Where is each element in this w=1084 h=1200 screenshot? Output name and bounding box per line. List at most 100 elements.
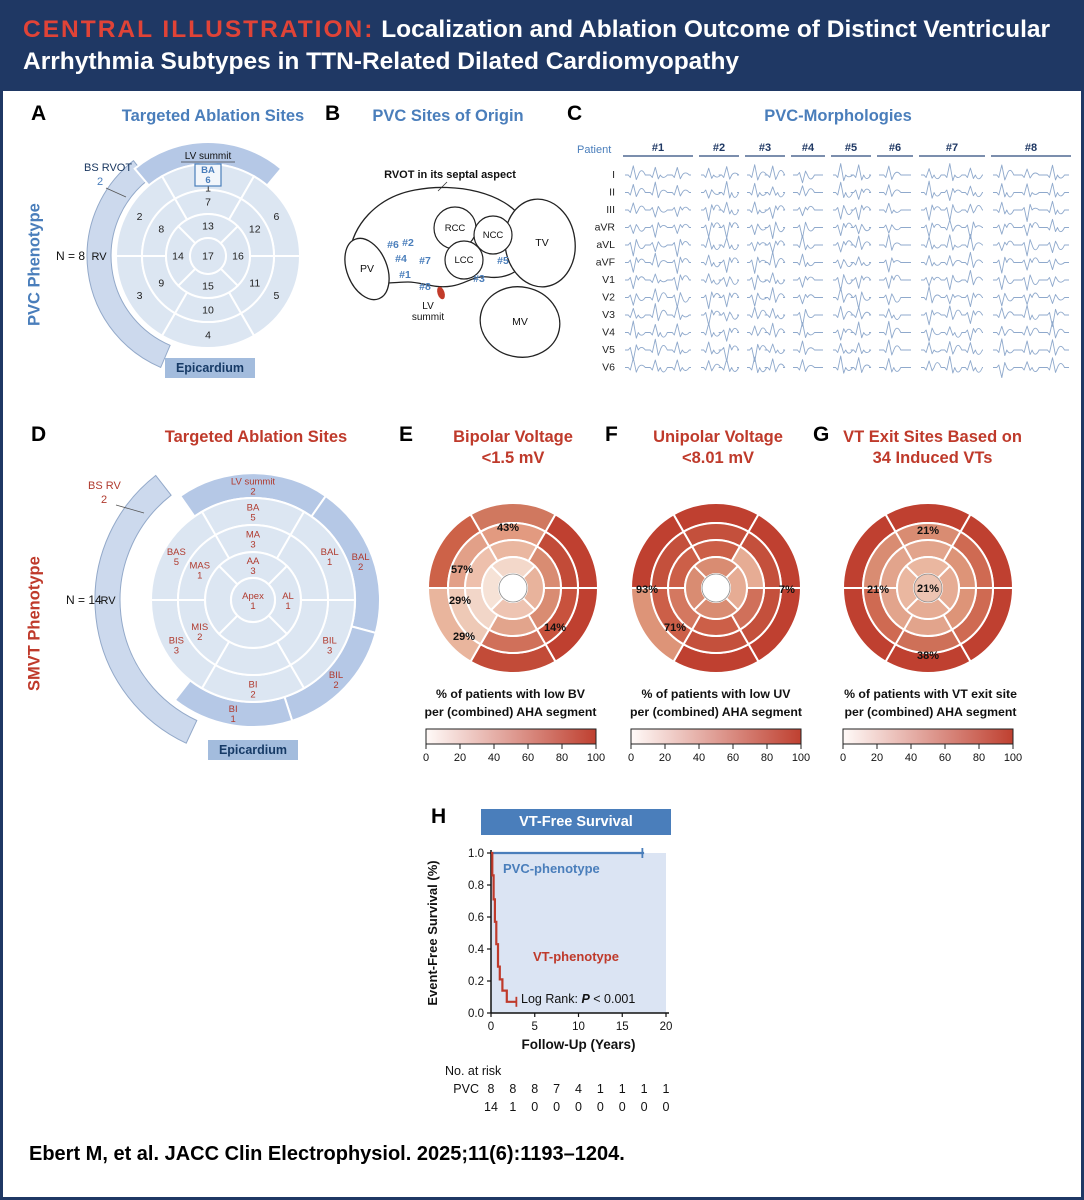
risk-value: 8	[509, 1082, 516, 1096]
panel-g-bullseye: 21% 21% 21% 38%	[841, 502, 1015, 674]
scale-tick-label: 20	[454, 752, 466, 764]
lead-label: V3	[602, 309, 615, 321]
ecg-trace	[747, 251, 786, 274]
segment-number: 4	[205, 330, 211, 342]
panel-e-title-line1: Bipolar Voltage	[453, 428, 573, 446]
y-tick-label: 0.6	[468, 912, 484, 924]
apex-center	[913, 573, 943, 603]
ecg-trace	[993, 321, 1069, 339]
n-label: N = 14	[66, 593, 102, 607]
panel-f-title: Unipolar Voltage <8.01 mV	[623, 427, 813, 470]
panel-d-epicardium-box: Epicardium	[208, 740, 298, 760]
ecg-trace	[879, 358, 911, 373]
panel-a-label: A	[31, 102, 47, 125]
panel-a-title: Targeted Ablation Sites	[121, 107, 305, 125]
lead-label: aVR	[595, 222, 616, 234]
panel-f-caption-line1: % of patients with low UV	[641, 687, 791, 701]
panel-d-side-label: SMVT Phenotype	[25, 556, 44, 692]
pulmonary-valve	[344, 237, 390, 301]
scale-tick-label: 0	[628, 752, 634, 764]
panel-g-caption: % of patients with VT exit site per (com…	[818, 685, 1043, 722]
segment-number: 14	[172, 251, 184, 263]
ecg-trace	[625, 273, 691, 291]
ecg-trace	[701, 323, 740, 342]
scale-tick-label: 20	[871, 752, 883, 764]
panel-c-title: PVC-Morphologies	[764, 107, 912, 125]
ecg-trace	[921, 286, 983, 308]
ecg-trace	[793, 308, 823, 327]
risk-header: No. at risk	[445, 1064, 502, 1078]
risk-row-label: PVC	[453, 1082, 479, 1096]
plot-area	[491, 853, 666, 1013]
mitral-valve	[479, 286, 561, 358]
risk-value: 8	[488, 1082, 495, 1096]
site-name: BA	[247, 503, 260, 514]
panel-d-label: D	[31, 423, 47, 446]
ecg-trace	[921, 219, 983, 240]
percent-label: 21%	[917, 583, 939, 595]
panel-g-caption-line2: per (combined) AHA segment	[844, 705, 1017, 720]
site-count: 2	[333, 680, 338, 691]
x-tick-label: 0	[488, 1021, 494, 1033]
patient-marker: #8	[419, 281, 431, 293]
scale-tick-label: 80	[761, 752, 773, 764]
ecg-trace	[921, 233, 983, 251]
percent-label: 21%	[867, 584, 889, 596]
scale-tick-label: 80	[973, 752, 985, 764]
site-count: 1	[197, 570, 202, 581]
ecg-trace	[793, 221, 823, 239]
lv-summit-dot	[437, 286, 445, 300]
ecg-trace	[747, 240, 786, 254]
scale-tick-label: 60	[939, 752, 951, 764]
percent-label: 29%	[453, 631, 475, 643]
ecg-trace	[993, 218, 1069, 237]
risk-value: 1	[597, 1082, 604, 1096]
ecg-trace	[793, 205, 823, 217]
percent-label: 93%	[636, 584, 658, 596]
ecg-trace	[879, 257, 911, 273]
percent-label: 7%	[779, 584, 795, 596]
ecg-trace	[747, 306, 786, 320]
panel-d-bullseye: LV summit2BAL2BIL2BI1BA5BAL1BIL3BI2BIS3B…	[66, 472, 381, 744]
risk-value: 4	[575, 1082, 582, 1096]
panel-h-label: H	[431, 805, 447, 828]
scale-tick-label: 40	[905, 752, 917, 764]
ecg-trace	[879, 233, 911, 251]
panel-e-color-scale: 0 20 40 60 80 100	[423, 728, 605, 764]
lead-label: V4	[602, 327, 615, 339]
panel-g-title: VT Exit Sites Based on 34 Induced VTs	[815, 427, 1050, 470]
y-tick-label: 0.0	[468, 1008, 484, 1020]
ecg-trace	[747, 343, 786, 362]
site-count: 1	[230, 714, 235, 725]
ecg-trace	[879, 165, 911, 180]
segment-number: 15	[202, 281, 214, 293]
ecg-trace	[701, 291, 740, 310]
ncc-cusp	[473, 215, 513, 255]
ba-count-box	[194, 163, 222, 187]
ecg-trace	[993, 274, 1069, 291]
pvc-curve-label: PVC-phenotype	[503, 861, 600, 876]
lead-label: III	[606, 204, 615, 216]
ecg-trace	[833, 222, 872, 237]
ecg-trace	[793, 170, 823, 184]
ecg-trace	[701, 201, 740, 222]
ecg-trace	[747, 164, 786, 181]
header-title: Localization and Ablation Outcome of Dis…	[23, 16, 1051, 75]
ecg-trace	[793, 321, 823, 339]
panel-e-title: Bipolar Voltage <1.5 mV	[423, 427, 603, 470]
panel-g-title-line2: 34 Induced VTs	[872, 449, 993, 468]
panel-e-caption-line1: % of patients with low BV	[436, 687, 585, 701]
ecg-trace	[993, 200, 1069, 222]
ecg-trace	[993, 256, 1069, 274]
apex-center	[701, 573, 731, 603]
patient-marker: #6	[387, 239, 399, 251]
panel-d-title: Targeted Ablation Sites	[164, 428, 348, 446]
ecg-trace	[747, 221, 786, 240]
vt-curve-label: VT-phenotype	[533, 949, 619, 964]
lead-label: aVF	[596, 257, 615, 269]
percent-label: 29%	[449, 595, 471, 607]
site-count: 2	[250, 690, 255, 701]
lead-label: V1	[602, 274, 615, 286]
ecg-trace	[921, 341, 983, 355]
ecg-trace	[625, 181, 691, 199]
